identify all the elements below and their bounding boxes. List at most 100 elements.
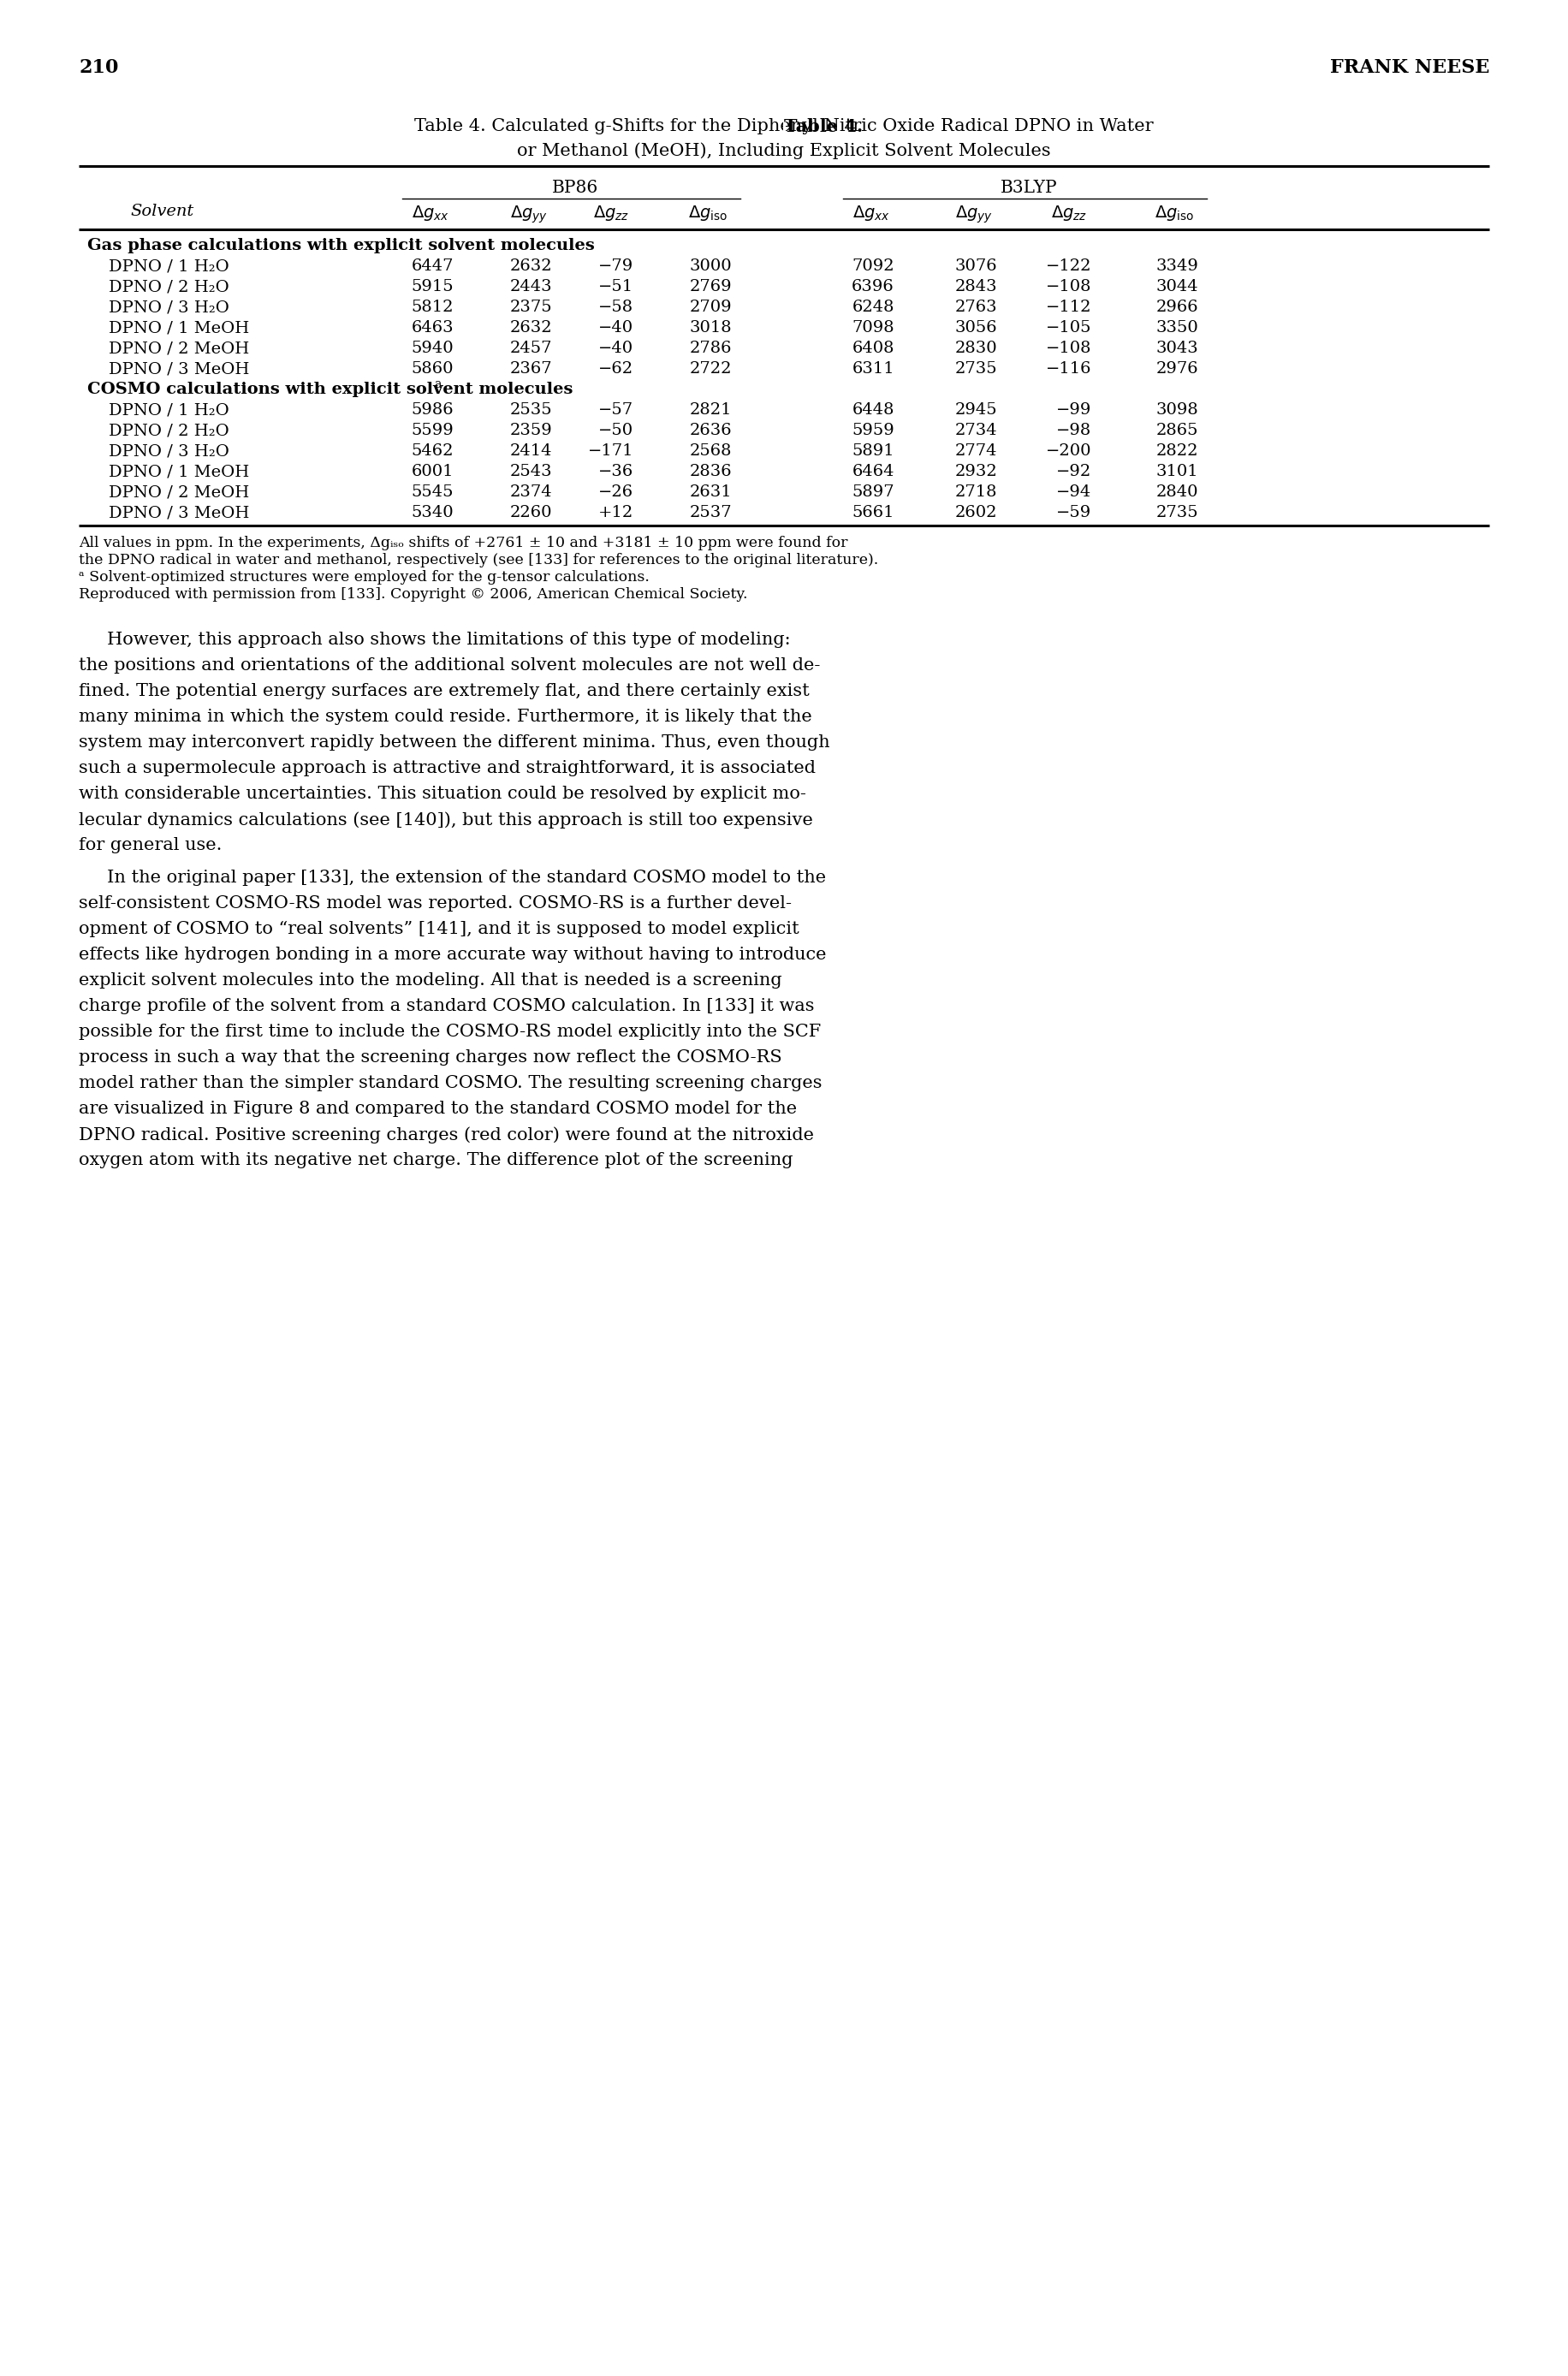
Text: DPNO / 3 H₂O: DPNO / 3 H₂O xyxy=(108,444,229,459)
Text: 2718: 2718 xyxy=(955,485,997,499)
Text: 2830: 2830 xyxy=(955,340,997,356)
Text: −36: −36 xyxy=(597,463,633,480)
Text: 5661: 5661 xyxy=(851,506,894,520)
Text: or Methanol (MeOH), Including Explicit Solvent Molecules: or Methanol (MeOH), Including Explicit S… xyxy=(517,143,1051,159)
Text: 2709: 2709 xyxy=(690,299,732,316)
Text: DPNO / 2 H₂O: DPNO / 2 H₂O xyxy=(108,278,229,295)
Text: oxygen atom with its negative net charge. The difference plot of the screening: oxygen atom with its negative net charge… xyxy=(78,1152,793,1169)
Text: 2840: 2840 xyxy=(1156,485,1198,499)
Text: 3101: 3101 xyxy=(1156,463,1198,480)
Text: explicit solvent molecules into the modeling. All that is needed is a screening: explicit solvent molecules into the mode… xyxy=(78,972,782,988)
Text: −62: −62 xyxy=(597,361,633,378)
Text: 2535: 2535 xyxy=(510,402,552,418)
Text: FRANK NEESE: FRANK NEESE xyxy=(1330,57,1490,76)
Text: system may interconvert rapidly between the different minima. Thus, even though: system may interconvert rapidly between … xyxy=(78,734,829,751)
Text: DPNO / 3 MeOH: DPNO / 3 MeOH xyxy=(108,506,249,520)
Text: 6448: 6448 xyxy=(851,402,894,418)
Text: with considerable uncertainties. This situation could be resolved by explicit mo: with considerable uncertainties. This si… xyxy=(78,786,806,803)
Text: 5812: 5812 xyxy=(411,299,453,316)
Text: effects like hydrogen bonding in a more accurate way without having to introduce: effects like hydrogen bonding in a more … xyxy=(78,946,826,962)
Text: $\Delta g_{yy}$: $\Delta g_{yy}$ xyxy=(510,204,547,226)
Text: 7092: 7092 xyxy=(851,259,894,273)
Text: 2443: 2443 xyxy=(510,278,552,295)
Text: DPNO / 2 H₂O: DPNO / 2 H₂O xyxy=(108,423,229,437)
Text: the positions and orientations of the additional solvent molecules are not well : the positions and orientations of the ad… xyxy=(78,658,820,675)
Text: −171: −171 xyxy=(588,444,633,459)
Text: 6001: 6001 xyxy=(411,463,453,480)
Text: the DPNO radical in water and methanol, respectively (see [133] for references t: the DPNO radical in water and methanol, … xyxy=(78,554,878,568)
Text: 2260: 2260 xyxy=(510,506,552,520)
Text: +12: +12 xyxy=(597,506,633,520)
Text: −92: −92 xyxy=(1055,463,1091,480)
Text: 2568: 2568 xyxy=(690,444,732,459)
Text: 7098: 7098 xyxy=(851,321,894,335)
Text: 2457: 2457 xyxy=(510,340,552,356)
Text: Table 4.: Table 4. xyxy=(784,119,862,135)
Text: 2836: 2836 xyxy=(690,463,732,480)
Text: DPNO / 3 H₂O: DPNO / 3 H₂O xyxy=(108,299,229,316)
Text: 5959: 5959 xyxy=(851,423,894,437)
Text: for general use.: for general use. xyxy=(78,836,223,853)
Text: 3056: 3056 xyxy=(955,321,997,335)
Text: DPNO / 1 MeOH: DPNO / 1 MeOH xyxy=(108,463,249,480)
Text: 5897: 5897 xyxy=(851,485,894,499)
Text: 2735: 2735 xyxy=(1156,506,1198,520)
Text: 6396: 6396 xyxy=(851,278,894,295)
Text: opment of COSMO to “real solvents” [141], and it is supposed to model explicit: opment of COSMO to “real solvents” [141]… xyxy=(78,922,800,936)
Text: 6408: 6408 xyxy=(851,340,894,356)
Text: DPNO / 1 H₂O: DPNO / 1 H₂O xyxy=(108,259,229,273)
Text: 2774: 2774 xyxy=(955,444,997,459)
Text: 2734: 2734 xyxy=(955,423,997,437)
Text: −98: −98 xyxy=(1055,423,1091,437)
Text: 2537: 2537 xyxy=(690,506,732,520)
Text: 2735: 2735 xyxy=(955,361,997,378)
Text: DPNO / 1 MeOH: DPNO / 1 MeOH xyxy=(108,321,249,335)
Text: 2763: 2763 xyxy=(955,299,997,316)
Text: 5940: 5940 xyxy=(411,340,453,356)
Text: 3043: 3043 xyxy=(1156,340,1198,356)
Text: Gas phase calculations with explicit solvent molecules: Gas phase calculations with explicit sol… xyxy=(88,238,594,254)
Text: 5986: 5986 xyxy=(411,402,453,418)
Text: 3044: 3044 xyxy=(1156,278,1198,295)
Text: 2632: 2632 xyxy=(510,259,552,273)
Text: lecular dynamics calculations (see [140]), but this approach is still too expens: lecular dynamics calculations (see [140]… xyxy=(78,810,812,829)
Text: 2632: 2632 xyxy=(510,321,552,335)
Text: 2932: 2932 xyxy=(955,463,997,480)
Text: 2976: 2976 xyxy=(1156,361,1198,378)
Text: DPNO radical. Positive screening charges (red color) were found at the nitroxide: DPNO radical. Positive screening charges… xyxy=(78,1126,814,1143)
Text: −116: −116 xyxy=(1046,361,1091,378)
Text: 2367: 2367 xyxy=(510,361,552,378)
Text: −58: −58 xyxy=(597,299,633,316)
Text: −122: −122 xyxy=(1046,259,1091,273)
Text: fined. The potential energy surfaces are extremely flat, and there certainly exi: fined. The potential energy surfaces are… xyxy=(78,682,809,699)
Text: 2945: 2945 xyxy=(955,402,997,418)
Text: $\Delta g_{zz}$: $\Delta g_{zz}$ xyxy=(593,204,629,223)
Text: 6447: 6447 xyxy=(411,259,453,273)
Text: In the original paper [133], the extension of the standard COSMO model to the: In the original paper [133], the extensi… xyxy=(78,870,826,886)
Text: model rather than the simpler standard COSMO. The resulting screening charges: model rather than the simpler standard C… xyxy=(78,1074,822,1091)
Text: process in such a way that the screening charges now reflect the COSMO-RS: process in such a way that the screening… xyxy=(78,1050,782,1064)
Text: 6248: 6248 xyxy=(851,299,894,316)
Text: $\Delta g_{yy}$: $\Delta g_{yy}$ xyxy=(955,204,993,226)
Text: −57: −57 xyxy=(597,402,633,418)
Text: 5462: 5462 xyxy=(411,444,453,459)
Text: −59: −59 xyxy=(1055,506,1091,520)
Text: −112: −112 xyxy=(1046,299,1091,316)
Bar xyxy=(782,119,786,145)
Text: −105: −105 xyxy=(1046,321,1091,335)
Text: −108: −108 xyxy=(1046,340,1091,356)
Text: 2786: 2786 xyxy=(690,340,732,356)
Text: 3098: 3098 xyxy=(1156,402,1198,418)
Text: 2822: 2822 xyxy=(1156,444,1198,459)
Text: such a supermolecule approach is attractive and straightforward, it is associate: such a supermolecule approach is attract… xyxy=(78,760,815,777)
Text: 2843: 2843 xyxy=(955,278,997,295)
Text: DPNO / 3 MeOH: DPNO / 3 MeOH xyxy=(108,361,249,378)
Text: Reproduced with permission from [133]. Copyright © 2006, American Chemical Socie: Reproduced with permission from [133]. C… xyxy=(78,587,748,601)
Text: 2636: 2636 xyxy=(690,423,732,437)
Text: 2966: 2966 xyxy=(1156,299,1198,316)
Text: 3000: 3000 xyxy=(690,259,732,273)
Text: B3LYP: B3LYP xyxy=(1000,181,1058,195)
Text: ᵃ Solvent-optimized structures were employed for the g-tensor calculations.: ᵃ Solvent-optimized structures were empl… xyxy=(78,570,649,584)
Text: −79: −79 xyxy=(597,259,633,273)
Text: $\Delta g_{xx}$: $\Delta g_{xx}$ xyxy=(412,204,450,223)
